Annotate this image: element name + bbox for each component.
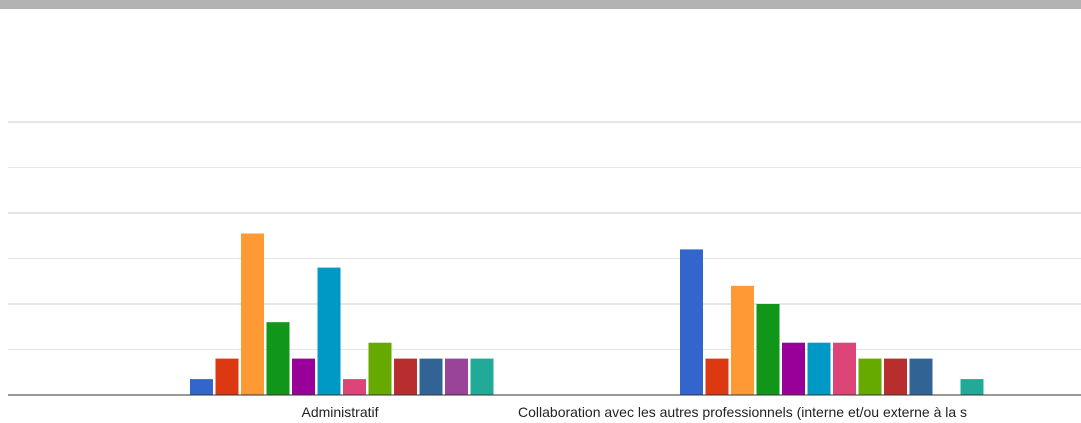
bar-category-0-series-4 (292, 358, 315, 395)
bar-category-0-series-7 (368, 342, 392, 395)
bar-category-0-series-1 (215, 358, 239, 395)
bars (190, 233, 984, 395)
bar-category-1-series-4 (782, 342, 805, 395)
bar-category-1-series-11 (960, 379, 984, 395)
bar-category-0-series-0 (190, 379, 213, 395)
category-label-collaboration: Collaboration avec les autres profession… (518, 404, 967, 420)
category-labels: Administratif Collaboration avec les aut… (301, 404, 967, 420)
bar-category-0-series-11 (470, 358, 494, 395)
bar-category-1-series-7 (858, 358, 882, 395)
bar-category-0-series-5 (317, 267, 341, 395)
bar-category-1-series-5 (807, 342, 831, 395)
bar-category-0-series-6 (343, 379, 366, 395)
bar-category-1-series-1 (705, 358, 729, 395)
bar-category-1-series-0 (680, 249, 703, 395)
bar-category-0-series-3 (266, 322, 290, 395)
bar-category-1-series-2 (731, 285, 754, 395)
bar-category-1-series-9 (909, 358, 933, 395)
bar-category-1-series-3 (756, 304, 780, 395)
bar-category-1-series-8 (884, 358, 907, 395)
bar-category-0-series-8 (394, 358, 417, 395)
bar-category-1-series-6 (833, 342, 856, 395)
top-bar (0, 0, 1081, 9)
bar-category-0-series-9 (419, 358, 443, 395)
category-label-administratif: Administratif (301, 404, 378, 420)
bar-category-0-series-2 (241, 233, 264, 395)
bar-category-0-series-10 (445, 358, 468, 395)
gridlines (8, 121, 1081, 350)
